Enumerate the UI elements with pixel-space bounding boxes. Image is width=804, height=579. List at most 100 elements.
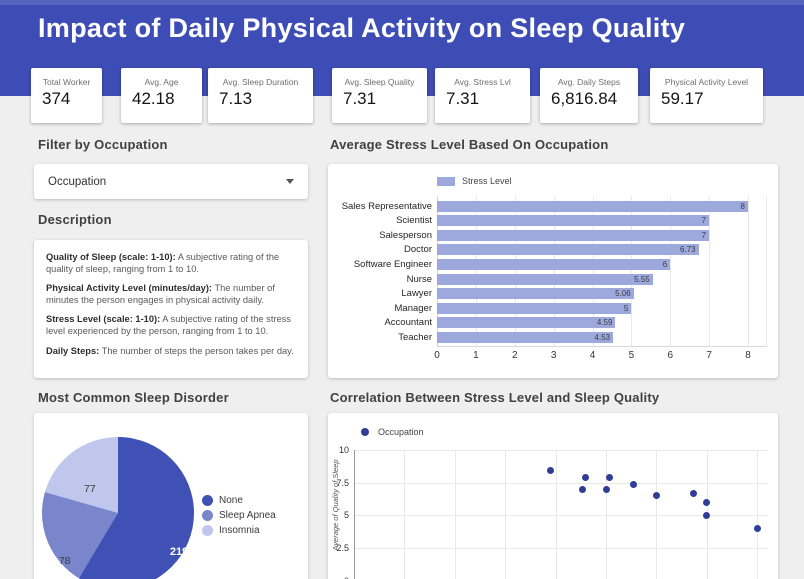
kpi-card: Avg. Age 42.18	[121, 68, 202, 123]
bar-row: Doctor 6.73	[328, 243, 778, 258]
bar-category-label: Manager	[394, 302, 433, 314]
bar-gridline	[437, 196, 438, 346]
kpi-card: Avg. Sleep Duration 7.13	[208, 68, 313, 123]
kpi-value: 59.17	[661, 89, 704, 108]
bar[interactable]: 4.53	[437, 331, 614, 343]
bar[interactable]: 5.06	[437, 288, 634, 300]
pie-legend-dot	[202, 525, 213, 536]
bar[interactable]: 4.59	[437, 317, 616, 329]
bar-chart-card: Stress Level Sales Representative 8 Scient…	[328, 164, 778, 378]
kpi-value: 7.13	[219, 89, 253, 108]
bar-row: Accountant 4.59	[328, 315, 778, 330]
bar-chart-title: Average Stress Level Based On Occupation	[330, 137, 609, 152]
bar-value-label: 6	[662, 259, 668, 269]
scatter-point[interactable]	[689, 490, 697, 498]
scatter-y-tick-label: 5	[343, 510, 349, 521]
description-item: Quality of Sleep (scale: 1-10): A subjec…	[46, 252, 280, 274]
kpi-label: Avg. Age	[144, 77, 179, 87]
bar-category-label: Software Engineer	[353, 258, 432, 270]
pie-legend-item[interactable]: Sleep Apnea	[202, 508, 276, 523]
occupation-dropdown[interactable]: Occupation	[34, 164, 308, 199]
occupation-dropdown-value: Occupation	[48, 175, 107, 188]
pie-chart-card: 219 78 77 None Sleep Apnea Insomnia	[34, 413, 308, 579]
legend-label-stress-level: Stress Level	[462, 176, 512, 186]
bar-category-label: Scientist	[396, 215, 432, 227]
bar-plot-border	[766, 196, 767, 346]
description-section-title: Description	[38, 212, 112, 227]
bar[interactable]: 5.55	[437, 273, 653, 285]
scatter-point[interactable]	[652, 492, 660, 500]
scatter-y-tick-label: 10	[338, 445, 349, 455]
bar-row: Scientist 7	[328, 214, 778, 229]
bar-value-label: 5	[623, 303, 629, 313]
scatter-h-gridline	[354, 548, 768, 550]
bar-gridline	[553, 196, 555, 346]
scatter-point[interactable]	[630, 480, 638, 488]
bar-row: Teacher 4.53	[328, 330, 778, 345]
kpi-label: Avg. Stress Lvl	[454, 77, 511, 87]
bar-category-label: Nurse	[406, 273, 432, 285]
bar-value-label: 8	[740, 201, 745, 211]
scatter-v-gridline	[757, 450, 759, 579]
sleep-disorder-pie[interactable]	[42, 437, 194, 579]
scatter-point[interactable]	[703, 498, 711, 506]
legend-label-occupation: Occupation	[378, 427, 424, 437]
bar[interactable]: 6	[437, 258, 671, 270]
bar[interactable]: 8	[437, 200, 748, 212]
pie-legend-label: None	[219, 495, 243, 506]
bar-row: Manager 5	[328, 301, 778, 316]
scatter-point[interactable]	[753, 524, 761, 532]
kpi-label: Total Worker	[42, 77, 91, 87]
bar[interactable]: 7	[437, 215, 710, 227]
pie-legend-dot	[202, 495, 213, 506]
bar-category-label: Doctor	[404, 244, 432, 256]
bar-x-tick-label: 4	[589, 350, 596, 361]
bar-category-label: Accountant	[384, 317, 432, 329]
kpi-card: Avg. Daily Steps 6,816.84	[540, 68, 638, 123]
bar-row: Salesperson 7	[328, 228, 778, 243]
kpi-card: Avg. Stress Lvl 7.31	[435, 68, 530, 123]
bar-gridline	[631, 196, 633, 346]
scatter-v-gridline	[404, 450, 406, 579]
bar-chart-rows: Sales Representative 8 Scientist 7 Salespers…	[328, 199, 778, 344]
scatter-chart-title: Correlation Between Stress Level and Sle…	[330, 390, 660, 405]
scatter-chart-legend: Occupation	[361, 427, 424, 437]
pie-legend-dot	[202, 510, 213, 521]
chevron-down-icon	[286, 179, 294, 184]
bar[interactable]: 7	[437, 229, 710, 241]
kpi-card: Total Worker 374	[31, 68, 102, 123]
bar-x-tick-label: 5	[628, 350, 635, 361]
bar-x-tick-label: 7	[706, 350, 712, 361]
bar[interactable]: 6.73	[437, 244, 699, 256]
bar-row: Nurse 5.55	[328, 272, 778, 287]
description-item: Stress Level (scale: 1-10): A subjective…	[46, 314, 291, 336]
bar-value-label: 4.59	[596, 318, 613, 328]
bar-x-tick-label: 8	[745, 350, 751, 361]
kpi-card: Physical Activity Level 59.17	[650, 68, 763, 123]
bar-chart-legend: Stress Level	[437, 176, 512, 186]
bar-value-label: 6.73	[680, 245, 696, 255]
bar-gridline	[748, 196, 749, 346]
bar-category-label: Teacher	[398, 331, 432, 343]
filter-section-title: Filter by Occupation	[38, 137, 168, 152]
scatter-point[interactable]	[578, 485, 586, 493]
scatter-point[interactable]	[581, 473, 589, 481]
scatter-point[interactable]	[605, 473, 613, 481]
scatter-point[interactable]	[602, 485, 610, 493]
bar-row: Software Engineer 6	[328, 257, 778, 272]
pie-chart-title: Most Common Sleep Disorder	[38, 390, 229, 405]
pie-legend-label: Sleep Apnea	[219, 510, 276, 521]
kpi-value: 7.31	[343, 89, 377, 108]
bar-category-label: Salesperson	[379, 229, 432, 241]
bar-row: Lawyer 5.06	[328, 286, 778, 301]
bar[interactable]: 5	[437, 302, 632, 314]
scatter-point[interactable]	[703, 511, 711, 519]
bar-value-label: 7	[701, 230, 707, 240]
pie-legend-label: Insomnia	[219, 525, 260, 536]
pie-legend-item[interactable]: Insomnia	[202, 523, 276, 538]
bar-category-label: Lawyer	[401, 288, 432, 300]
pie-legend-item[interactable]: None	[202, 493, 276, 508]
bar-x-tick-label: 0	[434, 350, 440, 361]
scatter-point[interactable]	[547, 467, 555, 475]
kpi-label: Avg. Sleep Quality	[344, 77, 415, 87]
